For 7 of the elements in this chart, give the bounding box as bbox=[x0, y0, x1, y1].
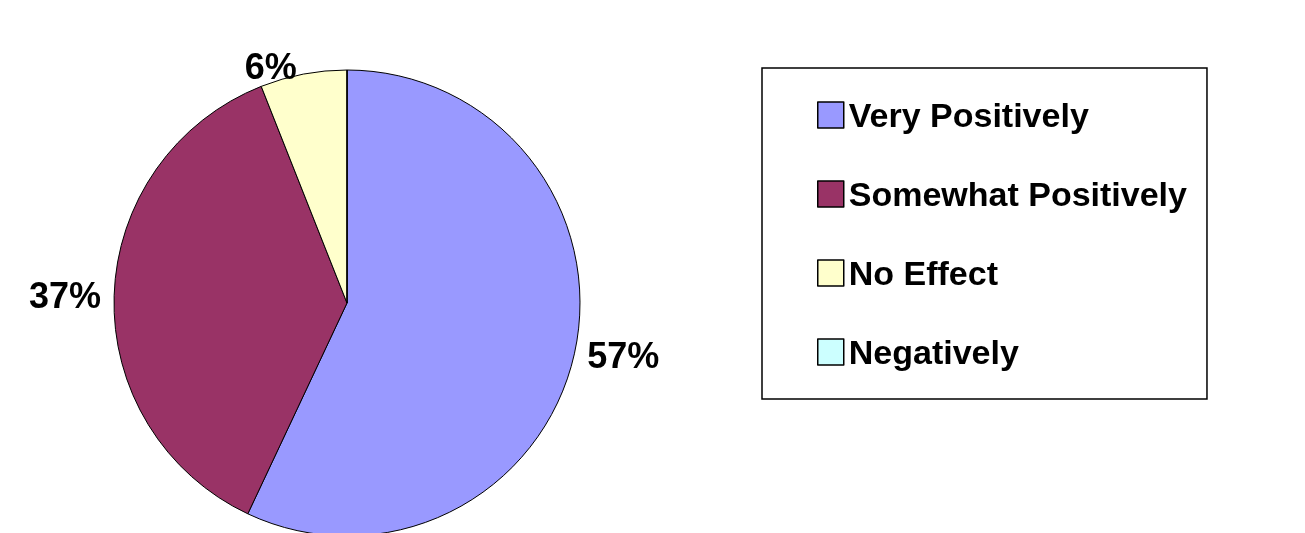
data-label: 57% bbox=[587, 335, 660, 377]
data-label: 37% bbox=[29, 274, 102, 316]
legend-label: Somewhat Positively bbox=[848, 175, 1188, 213]
legend-label: Negatively bbox=[848, 333, 1019, 371]
data-label: 6% bbox=[244, 45, 297, 87]
legend-label: No Effect bbox=[848, 254, 998, 292]
legend-label: Very Positively bbox=[848, 96, 1089, 134]
